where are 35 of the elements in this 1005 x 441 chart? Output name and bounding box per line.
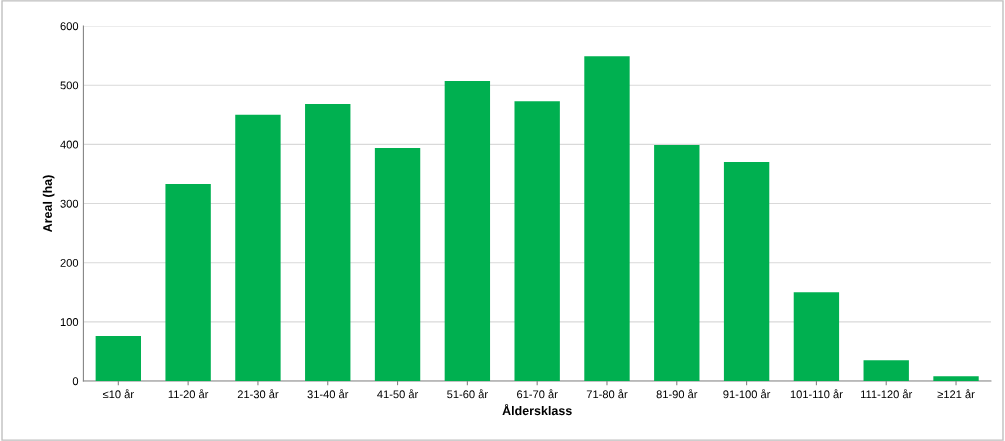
y-tick-label: 400 [60,140,79,149]
bar [584,56,630,382]
bar [933,376,979,382]
x-tick-label: 71-80 år [586,389,628,399]
x-tick-label: 91-100 år [723,389,771,399]
bar [235,114,281,382]
bar [793,292,840,382]
bar [723,162,770,382]
x-tick-label: 21-30 år [237,389,279,399]
bar [165,184,211,382]
x-tick-label: 81-90 år [656,389,698,399]
x-tick-label: 51-60 år [447,389,488,399]
x-axis-title: Åldersklass [502,403,572,416]
bar [95,336,142,382]
y-tick-label: 100 [60,318,79,326]
bar [863,360,909,382]
y-tick-label: 600 [60,22,79,31]
bar [514,101,560,382]
bar [444,81,491,382]
bar [305,104,351,382]
y-tick-label: 500 [60,81,79,90]
y-tick-label: 300 [60,199,79,208]
x-tick-label: 11-20 år [168,389,209,399]
y-axis-title: Areal (ha) [42,175,55,233]
bar [374,147,421,382]
x-tick-label: 41-50 år [377,389,419,399]
x-tick-label: ≥121 år [937,389,975,399]
x-tick-label: ≤10 år [102,389,134,399]
y-tick-label: 0 [72,377,79,386]
bar [654,144,700,382]
x-tick-label: 101-110 år [790,389,843,399]
y-tick-label: 200 [60,258,79,267]
x-tick-label: 111-120 år [861,389,913,399]
x-tick-label: 61-70 år [517,389,558,399]
x-tick-label: 31-40 år [307,389,349,399]
